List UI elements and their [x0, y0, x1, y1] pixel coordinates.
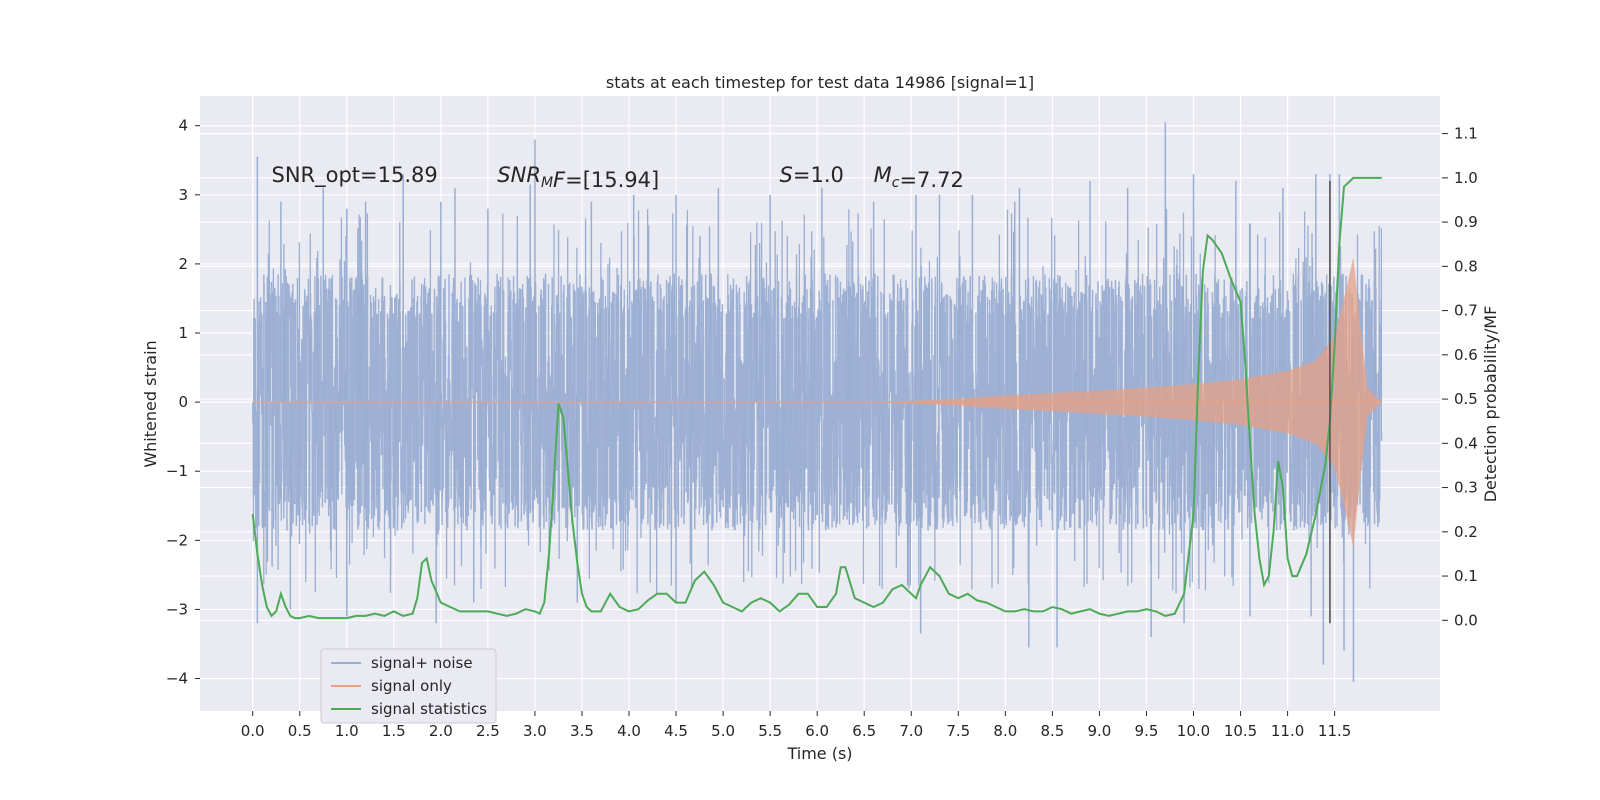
annotation-segment: =7.72 — [899, 168, 963, 192]
y2-tick-label: 1.1 — [1454, 125, 1478, 143]
y2-tick-label: 0.3 — [1454, 479, 1478, 497]
y-tick-label: 0 — [178, 393, 188, 411]
y2-tick-label: 0.5 — [1454, 390, 1478, 408]
annotation-segment: =[15.94] — [565, 168, 659, 192]
x-tick-label: 11.0 — [1271, 722, 1304, 740]
annotation-segment: c — [892, 175, 900, 191]
series-signal-noise — [252, 122, 1383, 682]
x-tick-label: 6.0 — [805, 722, 829, 740]
y-tick-label: −2 — [166, 531, 188, 549]
x-axis-ticks: 0.0 0.5 1.0 1.5 2.0 2.5 3.0 3.5 4.0 4.5 5.0 5.5 6.0 6… — [241, 711, 1351, 740]
statistics-line — [251, 176, 1382, 620]
x-tick-label: 9.5 — [1135, 722, 1159, 740]
y-tick-label: −1 — [166, 462, 188, 480]
y-tick-label: 4 — [178, 117, 188, 135]
y-tick-label: −4 — [166, 670, 188, 688]
annotation-segment: S — [780, 163, 793, 187]
y2-axis-label: Detection probability/MF — [1481, 306, 1500, 503]
y2-tick-label: 0.8 — [1454, 257, 1478, 275]
x-tick-label: 5.0 — [711, 722, 735, 740]
chart-title: stats at each timestep for test data 149… — [606, 73, 1034, 92]
x-tick-label: 6.5 — [852, 722, 876, 740]
x-tick-label: 2.5 — [476, 722, 500, 740]
annotation-text: S=1.0 — [780, 163, 844, 187]
x-tick-label: 3.0 — [523, 722, 547, 740]
x-tick-label: 8.0 — [993, 722, 1017, 740]
x-tick-label: 8.5 — [1040, 722, 1064, 740]
legend-box — [320, 648, 497, 724]
y2-tick-label: 0.2 — [1454, 523, 1478, 541]
annotation-segment: F — [553, 168, 566, 192]
annotation-text: SNR_opt=15.89 — [272, 163, 438, 188]
y2-tick-label: 0.4 — [1454, 434, 1478, 452]
y2-tick-label: 0.9 — [1454, 213, 1478, 231]
x-tick-label: 0.5 — [288, 722, 312, 740]
y-tick-label: 1 — [178, 324, 188, 342]
legend-label: signal statistics — [371, 700, 487, 718]
x-tick-label: 4.5 — [664, 722, 688, 740]
x-tick-label: 10.0 — [1177, 722, 1210, 740]
legend: signal+ noise signal only signal statistic… — [320, 648, 497, 724]
series-signal-only — [252, 257, 1382, 548]
y-tick-label: −3 — [166, 600, 188, 618]
x-tick-label: 11.5 — [1318, 722, 1351, 740]
annotation-segment: M — [874, 163, 892, 187]
y2-tick-label: 0.1 — [1454, 567, 1478, 585]
x-tick-label: 1.0 — [335, 722, 359, 740]
y2-tick-label: 0.0 — [1454, 611, 1478, 629]
annotation-segment: M — [541, 175, 553, 191]
x-tick-label: 5.5 — [758, 722, 782, 740]
y2-axis-ticks: 1.1 1.0 0.9 0.8 0.7 0.6 0.5 0.4 0.3 0.2 0.1 0.0 — [1442, 125, 1478, 629]
x-tick-label: 9.0 — [1087, 722, 1111, 740]
legend-label: signal+ noise — [371, 654, 473, 672]
y2-tick-label: 0.6 — [1454, 346, 1478, 364]
x-tick-label: 0.0 — [241, 722, 265, 740]
y2-tick-label: 0.7 — [1454, 302, 1478, 320]
annotations: SNR_opt=15.89 SNRMF=[15.94] S=1.0 Mc=7.72 — [272, 163, 964, 192]
annotation-segment: SNR_opt=15.89 — [272, 163, 438, 188]
annotation-text: SNRMF=[15.94] — [497, 163, 659, 192]
x-tick-label: 4.0 — [617, 722, 641, 740]
y-tick-label: 3 — [178, 186, 188, 204]
y-axis-label: Whitened strain — [141, 340, 160, 467]
legend-label: signal only — [371, 677, 452, 695]
y-axis-ticks: 4 3 2 1 0 −1 −2 −3 −4 — [166, 117, 200, 688]
annotation-text: Mc=7.72 — [874, 163, 964, 192]
x-tick-label: 3.5 — [570, 722, 594, 740]
x-axis-label: Time (s) — [786, 744, 852, 763]
x-tick-label: 7.0 — [899, 722, 923, 740]
x-tick-label: 10.5 — [1224, 722, 1257, 740]
x-tick-label: 7.5 — [946, 722, 970, 740]
plot-area — [251, 122, 1383, 682]
annotation-segment: =1.0 — [793, 163, 844, 187]
y-tick-label: 2 — [178, 255, 188, 273]
annotation-segment: SNR — [497, 163, 541, 187]
series-signal-statistics — [251, 176, 1382, 620]
x-tick-label: 2.0 — [429, 722, 453, 740]
y2-tick-label: 1.0 — [1454, 169, 1478, 187]
x-tick-label: 1.5 — [382, 722, 406, 740]
